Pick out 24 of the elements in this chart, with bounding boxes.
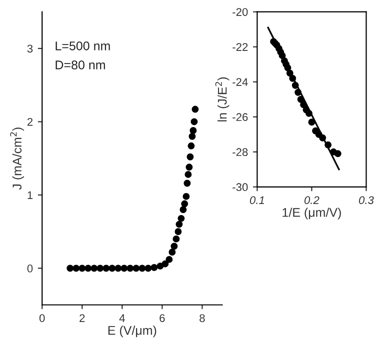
- x-tick-label: 4: [119, 314, 125, 322]
- x-axis-title: E (V/μm): [108, 326, 156, 338]
- y-tick-label: -26: [232, 113, 248, 122]
- y-tick-label: -30: [232, 183, 248, 192]
- x-tick-label: 0.3: [358, 196, 374, 204]
- y-tick-label: -24: [232, 78, 248, 86]
- x-tick-label: 0.2: [304, 196, 320, 204]
- annotation: D=80 nm: [56, 60, 105, 70]
- y-tick-label: -28: [232, 148, 248, 156]
- x-tick-label: 0.1: [250, 196, 264, 204]
- y-tick-label: 1: [28, 191, 33, 200]
- x-tick-label: 0: [39, 314, 45, 322]
- y-axis-title: ln (J/E$^{2}$): [215, 77, 230, 122]
- y-axis-title: J (mA/cm$^{2}$): [10, 128, 24, 190]
- x-tick-label: 6: [160, 314, 165, 322]
- y-tick-label: 2: [27, 118, 33, 126]
- y-tick-label: -22: [232, 43, 248, 51]
- x-tick-label: 2: [80, 314, 85, 322]
- y-tick-label: 3: [27, 44, 33, 53]
- annotation: L=500 nm: [56, 41, 110, 50]
- y-tick-label: 0: [27, 264, 33, 272]
- x-axis-title: 1/E (μm/V): [282, 208, 341, 220]
- y-tick-label: -20: [232, 8, 248, 16]
- x-tick-label: 8: [200, 314, 205, 322]
